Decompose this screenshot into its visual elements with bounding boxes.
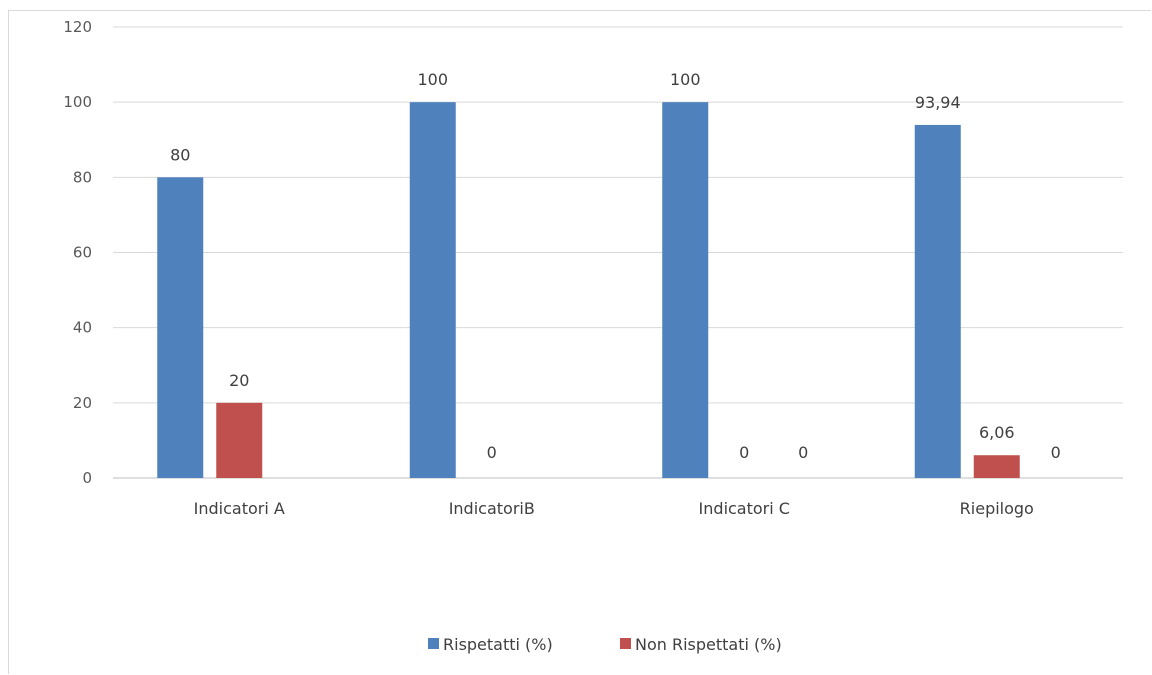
y-tick-label: 40 (73, 319, 92, 337)
bar-series2-4 (973, 455, 1020, 478)
data-label: 80 (170, 145, 190, 164)
legend-label: Non Rispettati (%) (635, 635, 782, 654)
bars (157, 102, 1020, 479)
bar-series1-4 (914, 124, 961, 478)
chart-frame (8, 10, 1151, 674)
legend-swatch (620, 638, 631, 649)
data-labels: 80 20 100 0 100 0 0 93,94 6,06 0 (170, 70, 1061, 462)
category-label: IndicatoriB (449, 499, 535, 518)
y-tick-label: 60 (73, 244, 92, 262)
y-tick-label: 20 (73, 394, 92, 412)
bar-series1-1 (157, 177, 204, 479)
y-tick-label: 80 (73, 168, 92, 186)
data-label: 0 (1051, 443, 1061, 462)
data-label: 20 (229, 371, 249, 390)
category-label: Riepilogo (960, 499, 1034, 518)
data-label: 100 (417, 70, 448, 89)
bar-series2-1 (216, 402, 263, 478)
bar-series1-3 (662, 102, 709, 479)
gridlines (113, 26, 1123, 479)
data-label: 93,94 (915, 93, 961, 112)
bar-series1-2 (409, 102, 456, 479)
data-label: 0 (739, 443, 749, 462)
data-label: 6,06 (979, 423, 1015, 442)
data-label: 100 (670, 70, 701, 89)
y-tick-label: 0 (82, 469, 92, 487)
legend: Rispetatti (%) Non Rispettati (%) (428, 635, 782, 654)
x-axis-categories: Indicatori A IndicatoriB Indicatori C Riepi… (194, 499, 1034, 518)
y-axis-ticks: 0 20 40 60 80 100 120 (63, 18, 92, 487)
legend-label: Rispetatti (%) (443, 635, 553, 654)
y-tick-label: 120 (63, 18, 92, 36)
legend-swatch (428, 638, 439, 649)
data-label: 0 (798, 443, 808, 462)
data-label: 0 (487, 443, 497, 462)
y-tick-label: 100 (63, 93, 92, 111)
category-label: Indicatori A (194, 499, 285, 518)
category-label: Indicatori C (699, 499, 790, 518)
